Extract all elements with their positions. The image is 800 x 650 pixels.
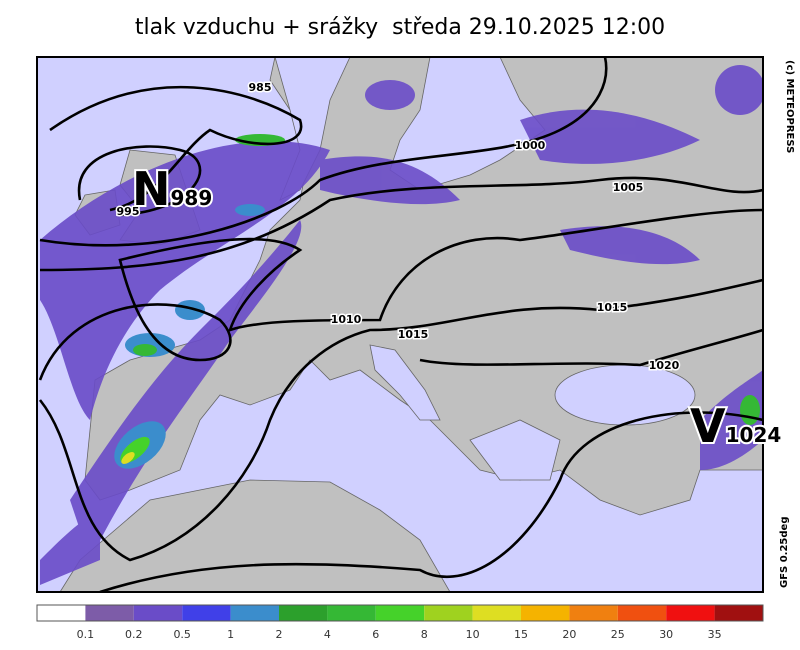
legend-tick-label: 6 xyxy=(372,628,379,641)
legend-tick-label: 2 xyxy=(276,628,283,641)
precip-area xyxy=(700,370,763,470)
precip-area xyxy=(235,204,265,216)
precipitation-heavy xyxy=(114,134,760,469)
isobar xyxy=(99,411,763,592)
legend-tick-label: 30 xyxy=(659,628,673,641)
pressure-center-letter: N xyxy=(132,162,171,216)
legend: 0.1 0.2 0.5 1 2 4 6 8 10 15 20 25 30 35 xyxy=(36,604,764,641)
precip-area xyxy=(715,65,763,115)
pressure-center: N989 xyxy=(132,162,212,216)
legend-tick-label: 10 xyxy=(466,628,480,641)
isobar xyxy=(38,278,763,562)
map xyxy=(37,57,763,592)
map-title: tlak vzduchu + srážky středa 29.10.2025 … xyxy=(135,15,665,40)
isobar-label: 1000 xyxy=(515,139,546,152)
legend-tick-label: 20 xyxy=(562,628,576,641)
legend-swatch xyxy=(279,605,328,621)
legend-swatch xyxy=(375,605,425,621)
precip-area xyxy=(365,80,415,110)
isobar xyxy=(419,328,763,367)
pressure-center: V1024 xyxy=(690,399,781,453)
precip-area xyxy=(133,344,157,356)
precip-area xyxy=(560,226,700,265)
legend-swatch xyxy=(37,605,86,621)
isobar-label: 985 xyxy=(249,81,272,94)
isobars xyxy=(38,57,763,592)
legend-tick-label: 25 xyxy=(611,628,625,641)
legend-tick-label: 0.1 xyxy=(77,628,95,641)
isobar xyxy=(77,145,202,217)
legend-swatch xyxy=(424,605,473,621)
aegean-sea xyxy=(469,419,561,481)
isobar-label: 1010 xyxy=(331,313,362,326)
legend-tick-label: 0.2 xyxy=(125,628,143,641)
isobar-label: 1015 xyxy=(597,301,628,314)
legend-swatch xyxy=(327,605,376,621)
isobar-label: 995 xyxy=(117,205,140,218)
copyright-label: (c) METEOPRESS xyxy=(784,60,795,153)
legend-tick-label: 1 xyxy=(227,628,234,641)
pressure-center-value: 1024 xyxy=(726,423,782,447)
isobar xyxy=(39,57,608,247)
legend-swatch xyxy=(617,605,667,621)
map-frame xyxy=(36,56,764,593)
model-label: GFS 0.25deg xyxy=(779,517,790,589)
pressure-center-letter: V xyxy=(690,399,726,453)
legend-swatch xyxy=(230,605,279,621)
pressure-center-value: 989 xyxy=(171,186,213,210)
black-sea xyxy=(554,364,696,426)
legend-tick-label: 15 xyxy=(514,628,528,641)
isobar xyxy=(38,208,763,381)
legend-tick-label: 0.5 xyxy=(173,628,191,641)
legend-frame xyxy=(36,604,764,622)
legend-swatch xyxy=(133,605,183,621)
legend-swatch xyxy=(714,605,763,621)
precip-area xyxy=(520,109,700,164)
isobar-label: 1005 xyxy=(613,181,644,194)
isobar-label: 1015 xyxy=(398,328,429,341)
legend-swatch xyxy=(472,605,521,621)
legend-tick-label: 35 xyxy=(708,628,722,641)
precip-area xyxy=(40,510,100,585)
precip-area xyxy=(121,452,135,464)
adriatic-sea xyxy=(369,344,441,421)
legend-swatch xyxy=(666,605,715,621)
legend-tick-label: 4 xyxy=(324,628,331,641)
legend-swatch xyxy=(85,605,134,621)
legend-swatch xyxy=(182,605,231,621)
legend-tick-label: 8 xyxy=(421,628,428,641)
isobar xyxy=(49,85,303,212)
north-sea xyxy=(274,57,351,201)
legend-swatch xyxy=(521,605,570,621)
precip-area xyxy=(175,300,205,320)
precip-area xyxy=(740,395,760,425)
legend-swatch xyxy=(569,605,618,621)
isobar-label: 1020 xyxy=(649,359,680,372)
isobar xyxy=(39,176,763,272)
